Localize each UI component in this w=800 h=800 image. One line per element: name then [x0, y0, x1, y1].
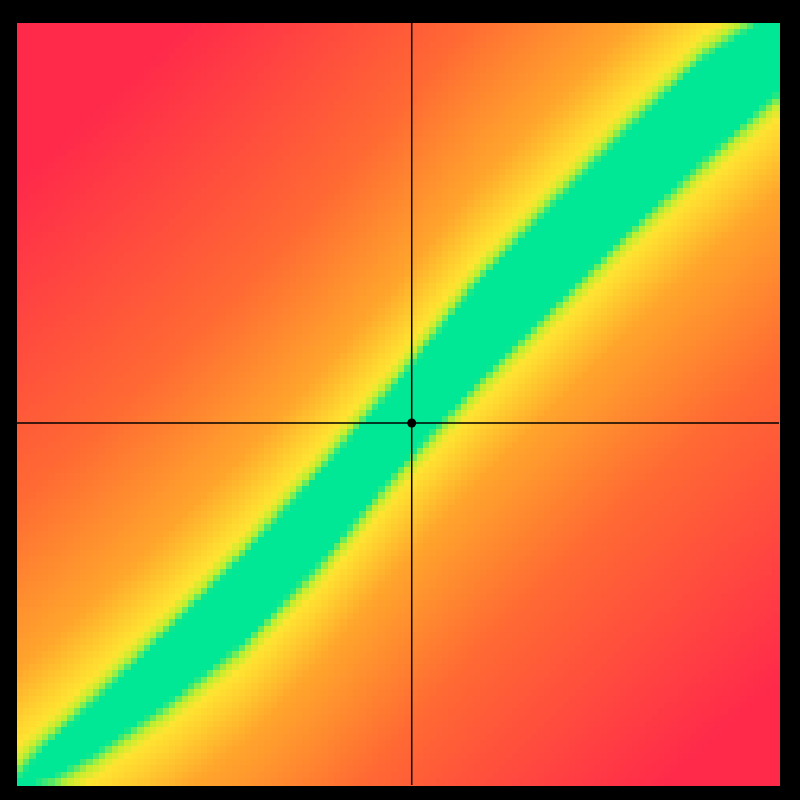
chart-container: TheBottleneck.com	[0, 0, 800, 800]
watermark-text: TheBottleneck.com	[559, 2, 780, 30]
bottleneck-heatmap	[0, 0, 800, 800]
